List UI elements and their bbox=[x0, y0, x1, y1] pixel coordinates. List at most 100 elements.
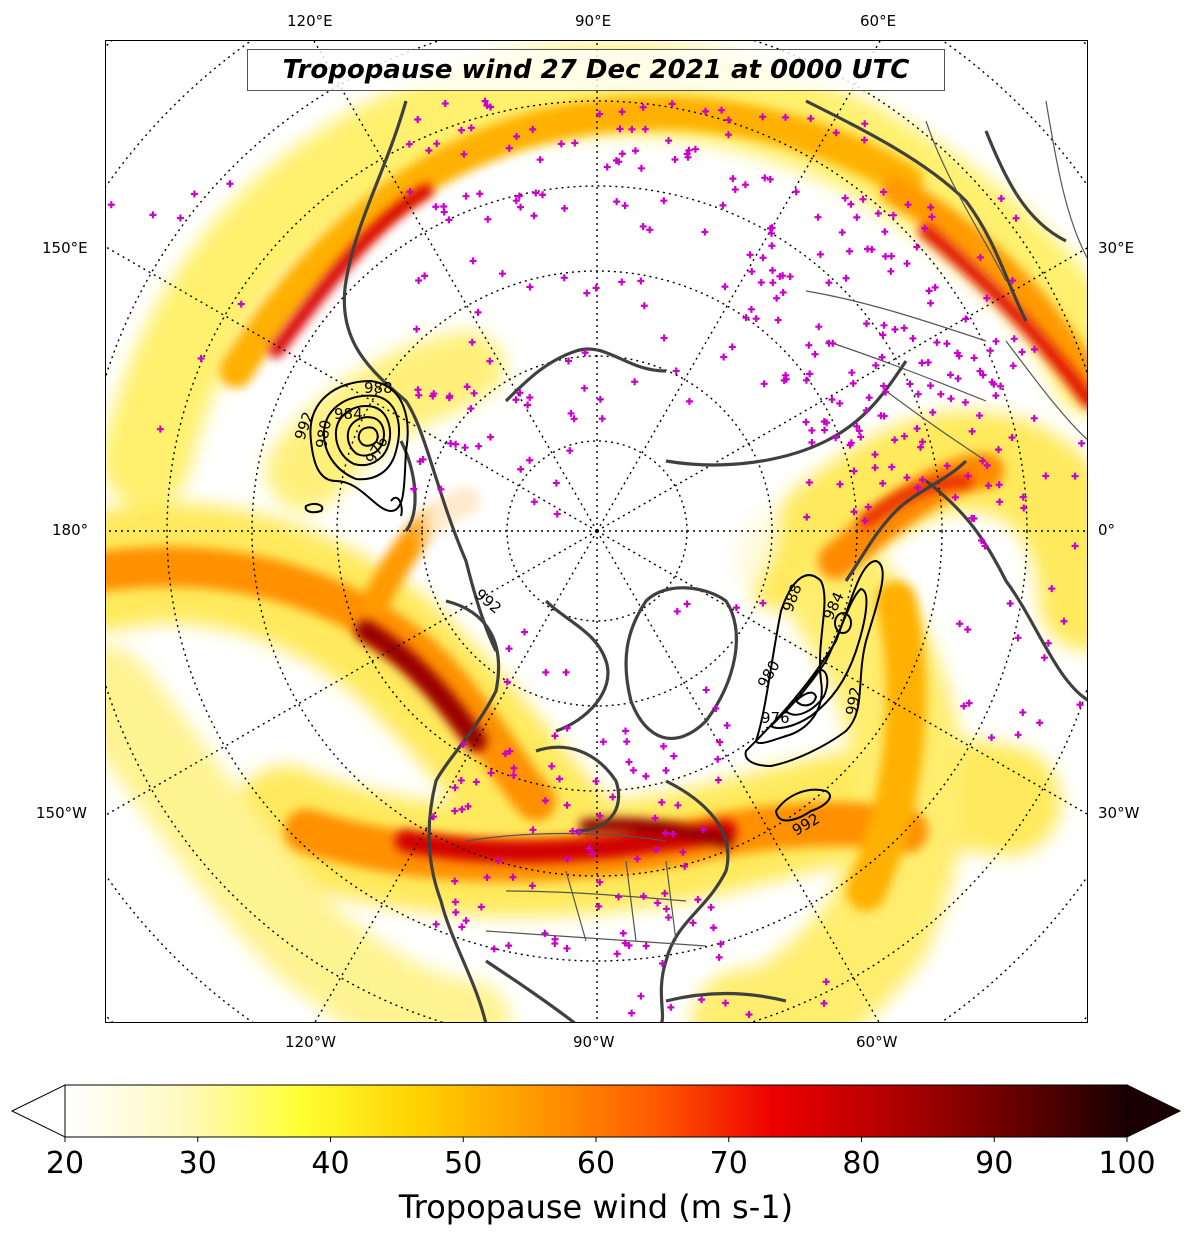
station-marker bbox=[1060, 617, 1068, 625]
station-marker bbox=[723, 721, 731, 729]
station-marker bbox=[463, 383, 471, 391]
country-borders bbox=[465, 100, 1087, 947]
station-marker bbox=[563, 855, 571, 863]
observation-stations bbox=[107, 97, 1086, 1019]
station-marker bbox=[459, 740, 467, 748]
graticule bbox=[106, 41, 1087, 1022]
colorbar-tick-label: 80 bbox=[842, 1146, 881, 1181]
station-marker bbox=[433, 140, 441, 148]
station-marker bbox=[832, 129, 840, 137]
station-marker bbox=[807, 114, 815, 122]
station-marker bbox=[662, 905, 670, 913]
station-marker bbox=[685, 397, 693, 405]
colorbar-tick-label: 20 bbox=[45, 1146, 85, 1181]
station-marker bbox=[457, 776, 465, 784]
station-marker bbox=[719, 201, 727, 209]
station-marker bbox=[702, 686, 710, 694]
station-marker bbox=[580, 384, 588, 392]
station-marker bbox=[421, 272, 429, 280]
station-marker bbox=[1042, 472, 1050, 480]
station-marker bbox=[728, 343, 736, 351]
station-marker bbox=[691, 145, 699, 153]
station-marker bbox=[820, 999, 828, 1007]
station-marker bbox=[929, 408, 937, 416]
colorbar-tick-label: 100 bbox=[1098, 1146, 1156, 1181]
station-marker bbox=[721, 283, 729, 291]
station-marker bbox=[542, 668, 550, 676]
station-marker bbox=[1076, 701, 1084, 709]
station-marker bbox=[808, 438, 816, 446]
station-marker bbox=[997, 195, 1005, 203]
station-marker bbox=[596, 878, 604, 886]
station-marker bbox=[529, 125, 537, 133]
station-marker bbox=[669, 830, 677, 838]
station-marker bbox=[541, 797, 549, 805]
station-marker bbox=[512, 396, 520, 404]
svg-text:984: 984 bbox=[334, 405, 363, 423]
station-marker bbox=[631, 147, 639, 155]
station-marker bbox=[964, 472, 972, 480]
lon-label-left-150e: 150°E bbox=[42, 239, 88, 257]
station-marker bbox=[1019, 708, 1027, 716]
station-marker bbox=[1044, 639, 1052, 647]
station-marker bbox=[1008, 433, 1016, 441]
station-marker bbox=[871, 450, 879, 458]
station-marker bbox=[437, 485, 445, 493]
station-marker bbox=[970, 354, 978, 362]
station-marker bbox=[861, 120, 869, 128]
station-marker bbox=[992, 337, 1000, 345]
station-marker bbox=[1009, 362, 1017, 370]
station-marker bbox=[925, 287, 933, 295]
colorbar-tick-label: 40 bbox=[311, 1146, 350, 1181]
station-marker bbox=[919, 476, 927, 484]
colorbar-extend-high bbox=[1126, 1084, 1182, 1138]
station-marker bbox=[977, 537, 985, 545]
station-marker bbox=[451, 898, 459, 906]
station-marker bbox=[965, 699, 973, 707]
lon-label-right-0: 0° bbox=[1098, 521, 1116, 539]
map-canvas: 992 988 984 980 976 992 988 984 980 976 … bbox=[106, 41, 1087, 1022]
station-marker bbox=[781, 113, 789, 121]
station-marker bbox=[503, 678, 511, 686]
station-marker bbox=[414, 116, 422, 124]
station-marker bbox=[968, 427, 976, 435]
station-marker bbox=[689, 919, 697, 927]
contour-atlantic-980 bbox=[784, 669, 829, 716]
station-marker bbox=[659, 960, 667, 968]
station-marker bbox=[961, 398, 969, 406]
contour-pacific-976 bbox=[357, 426, 379, 447]
station-marker bbox=[786, 273, 794, 281]
station-marker bbox=[1012, 214, 1020, 222]
station-marker bbox=[986, 347, 994, 355]
station-marker bbox=[773, 294, 781, 302]
station-marker bbox=[588, 850, 596, 858]
station-marker bbox=[457, 126, 465, 134]
station-marker bbox=[557, 140, 565, 148]
station-marker bbox=[410, 485, 418, 493]
station-marker bbox=[596, 812, 604, 820]
station-marker bbox=[683, 600, 691, 608]
station-marker bbox=[474, 308, 482, 316]
station-marker bbox=[1078, 439, 1086, 447]
station-marker bbox=[641, 125, 649, 133]
station-marker bbox=[625, 941, 633, 949]
station-marker bbox=[720, 353, 728, 361]
station-marker bbox=[757, 278, 765, 286]
station-marker bbox=[988, 378, 996, 386]
station-marker bbox=[505, 645, 513, 653]
station-marker bbox=[937, 390, 945, 398]
station-marker bbox=[667, 1003, 675, 1011]
station-marker bbox=[529, 826, 537, 834]
station-marker bbox=[462, 192, 470, 200]
station-marker bbox=[994, 446, 1002, 454]
station-marker bbox=[903, 474, 911, 482]
station-marker bbox=[766, 175, 774, 183]
station-marker bbox=[596, 110, 604, 118]
station-marker bbox=[660, 334, 668, 342]
station-marker bbox=[853, 213, 861, 221]
station-marker bbox=[662, 767, 670, 775]
lon-label-top-90e: 90°E bbox=[575, 12, 612, 30]
station-marker bbox=[563, 801, 571, 809]
station-marker bbox=[226, 180, 234, 188]
station-marker bbox=[585, 844, 593, 852]
